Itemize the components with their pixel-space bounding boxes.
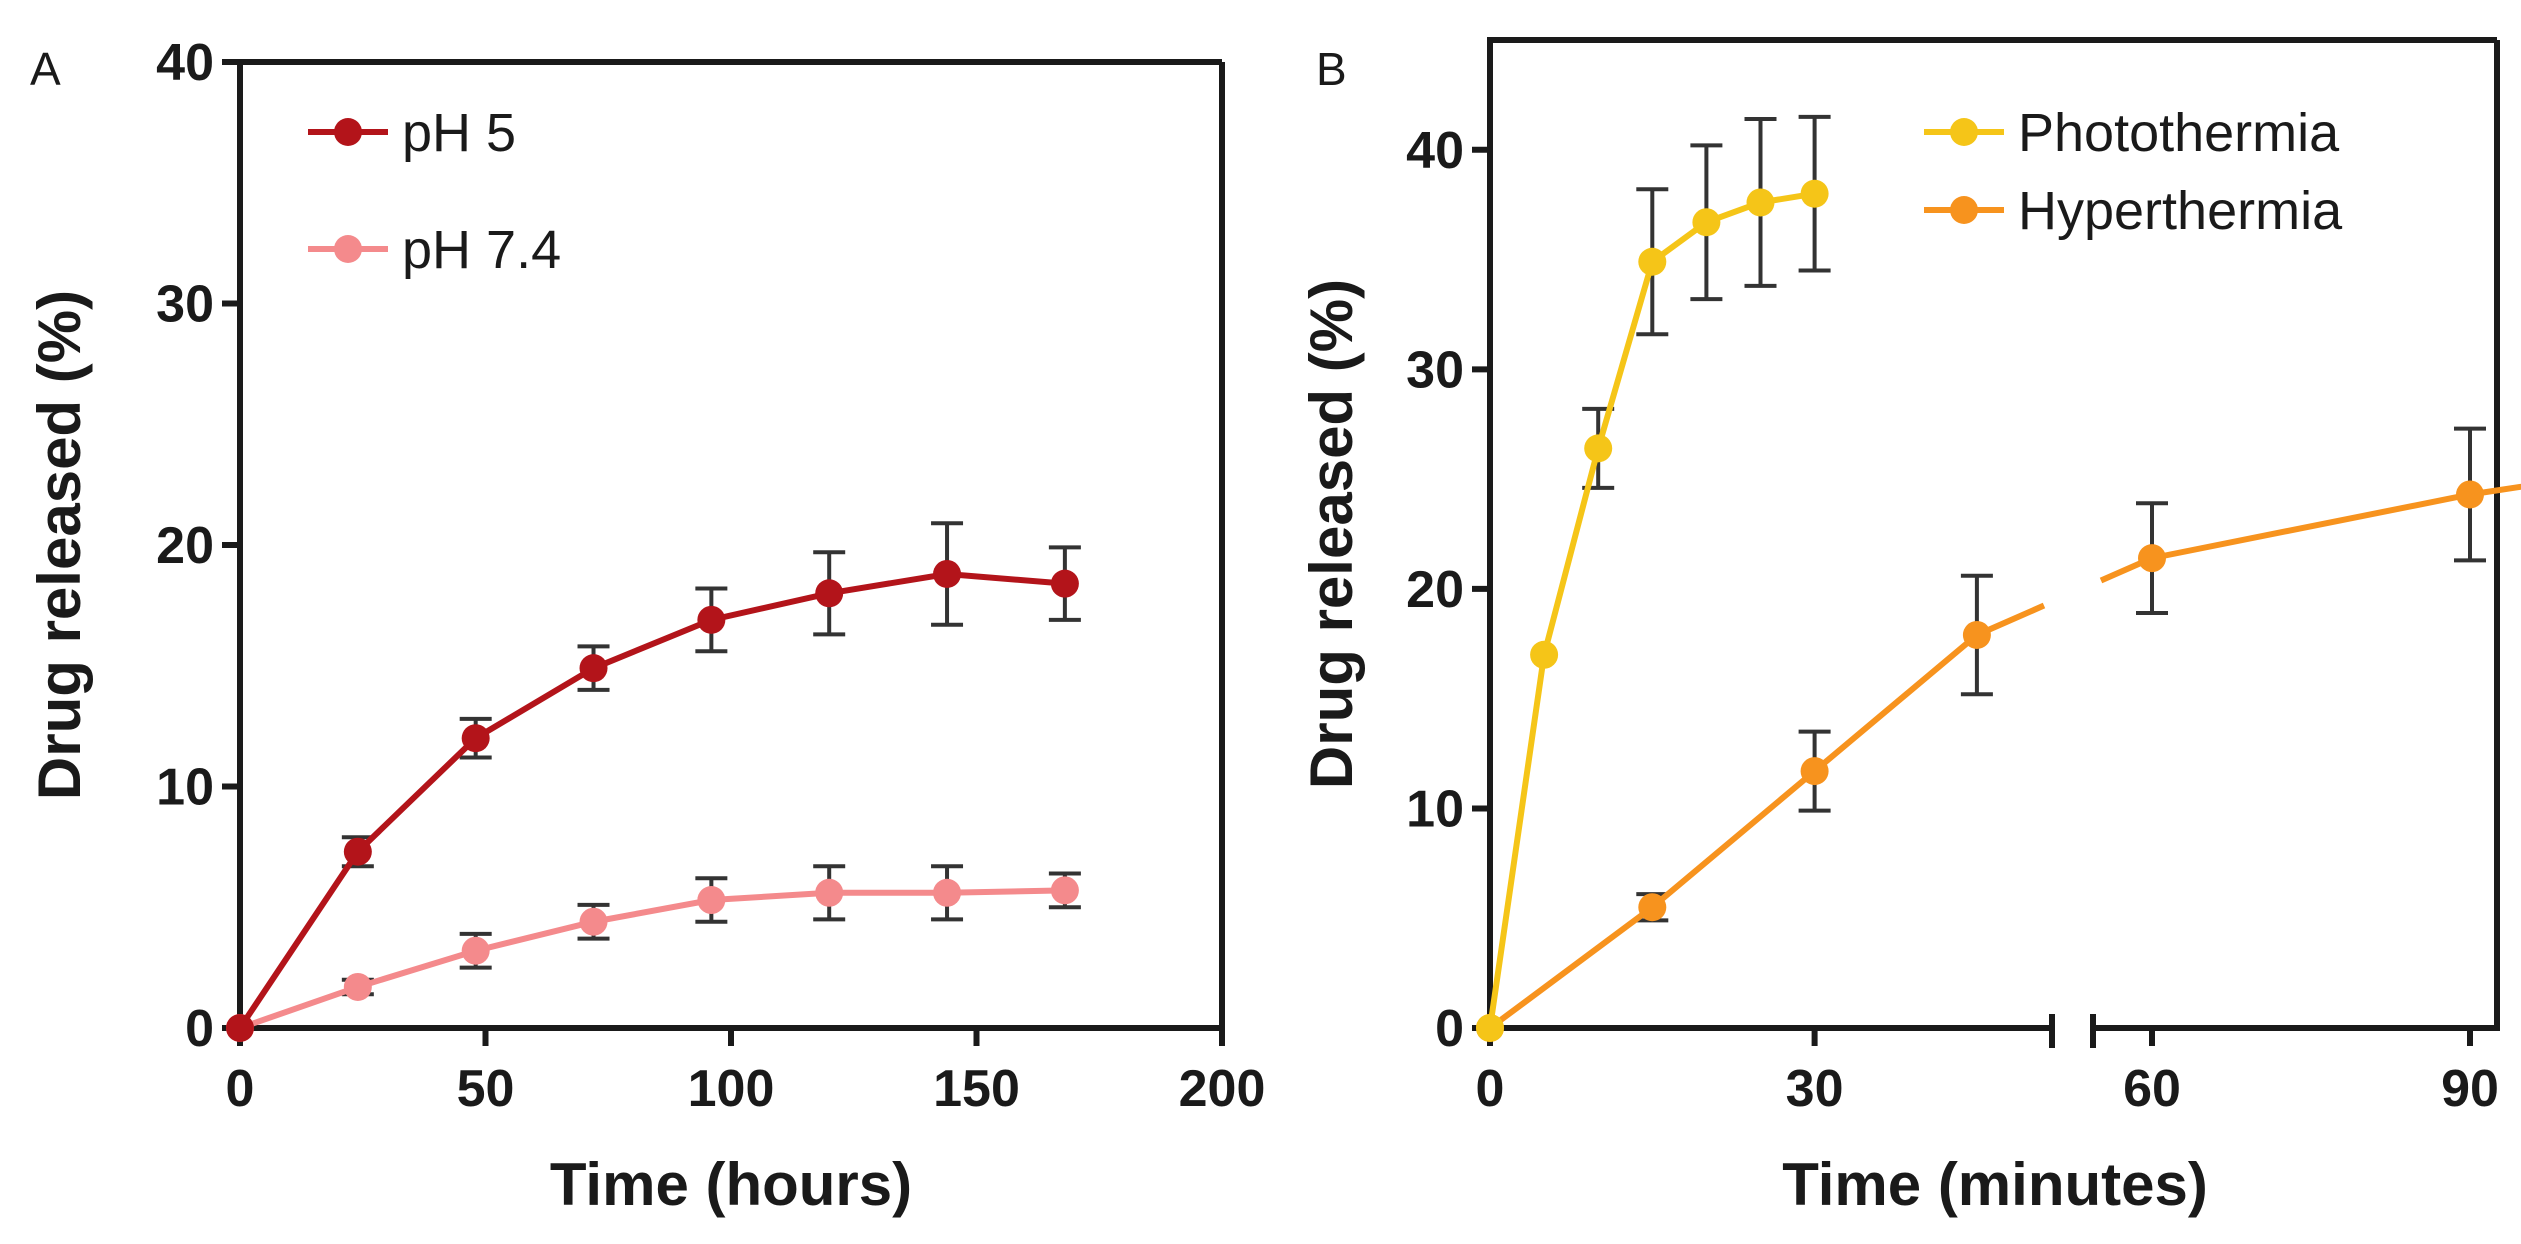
x-tick-label: 150 (933, 1060, 1020, 1118)
x-tick-label: 100 (688, 1060, 775, 1118)
data-point (226, 1014, 254, 1042)
panel-label-a: A (30, 43, 61, 95)
y-tick-label: 0 (1435, 1000, 1464, 1058)
data-point (1584, 434, 1613, 463)
series-line (239, 887, 1065, 1031)
y-tick-label: 40 (156, 34, 214, 92)
panel-label-b: B (1316, 43, 1347, 95)
data-point (1638, 893, 1667, 922)
x-tick-label: 60 (2123, 1060, 2181, 1118)
legend-marker (334, 118, 362, 146)
legend-label: pH 7.4 (402, 220, 561, 280)
x-tick-label: 0 (1476, 1060, 1505, 1118)
data-point (1638, 247, 1667, 276)
data-point (1050, 876, 1079, 905)
y-tick-label: 30 (156, 276, 214, 334)
legend: pH 5 pH 7.4 (308, 103, 561, 280)
data-point (933, 878, 962, 907)
y-axis-title: Drug released (%) (1298, 279, 1365, 789)
legend-marker (1950, 118, 1978, 146)
data-point (1530, 640, 1559, 669)
data-point (343, 972, 372, 1001)
y-tick-label: 0 (185, 1000, 214, 1058)
x-tick-label: 200 (1179, 1060, 1266, 1118)
panel-b: B0102030400306090120Time (minutes)Drug r… (1298, 37, 2521, 1218)
data-point (1476, 1014, 1504, 1042)
data-point (815, 878, 844, 907)
data-point (1692, 208, 1721, 237)
data-point (1800, 179, 1829, 208)
y-tick-label: 20 (1406, 561, 1464, 619)
legend-marker (334, 235, 362, 263)
series-line (1488, 602, 2046, 1031)
legend-label: Hyperthermia (2018, 181, 2343, 241)
y-tick-label: 10 (1406, 780, 1464, 838)
x-tick-label: 90 (2441, 1060, 2499, 1118)
legend-marker (1950, 196, 1978, 224)
data-point (461, 724, 490, 753)
data-point (1746, 188, 1775, 217)
data-point (815, 579, 844, 608)
x-axis-title: Time (hours) (550, 1151, 912, 1218)
data-point (697, 605, 726, 634)
y-tick-label: 10 (156, 759, 214, 817)
x-tick-label: 50 (457, 1060, 515, 1118)
series-line (237, 570, 1066, 1030)
x-tick-label: 0 (226, 1060, 255, 1118)
data-point (579, 654, 608, 683)
data-point (1962, 620, 1991, 649)
x-tick-label: 30 (1786, 1060, 1844, 1118)
legend: Photothermia Hyperthermia (1924, 103, 2343, 241)
data-point (1800, 757, 1829, 786)
data-point (2138, 544, 2166, 573)
legend-label: pH 5 (402, 103, 516, 163)
x-axis-title: Time (minutes) (1782, 1151, 2208, 1218)
data-point (579, 907, 608, 936)
data-point (933, 559, 962, 588)
series-hyperthermia (1476, 426, 2521, 1042)
y-tick-label: 20 (156, 517, 214, 575)
data-point (2456, 480, 2484, 509)
series-photothermia (1476, 114, 1831, 1042)
y-tick-label: 40 (1406, 122, 1464, 180)
data-point (697, 886, 726, 915)
y-tick-label: 30 (1406, 341, 1464, 399)
data-point (1050, 569, 1079, 598)
data-point (461, 936, 490, 965)
y-axis-title: Drug released (%) (26, 290, 93, 800)
data-point (343, 837, 372, 866)
legend-label: Photothermia (2018, 103, 2340, 163)
series-ph74 (226, 864, 1081, 1042)
panel-a: A 0 10 20 30 40 0 50 100 150 200 Time (hours) Drug r… (26, 34, 1265, 1218)
series-ph5 (226, 521, 1081, 1042)
